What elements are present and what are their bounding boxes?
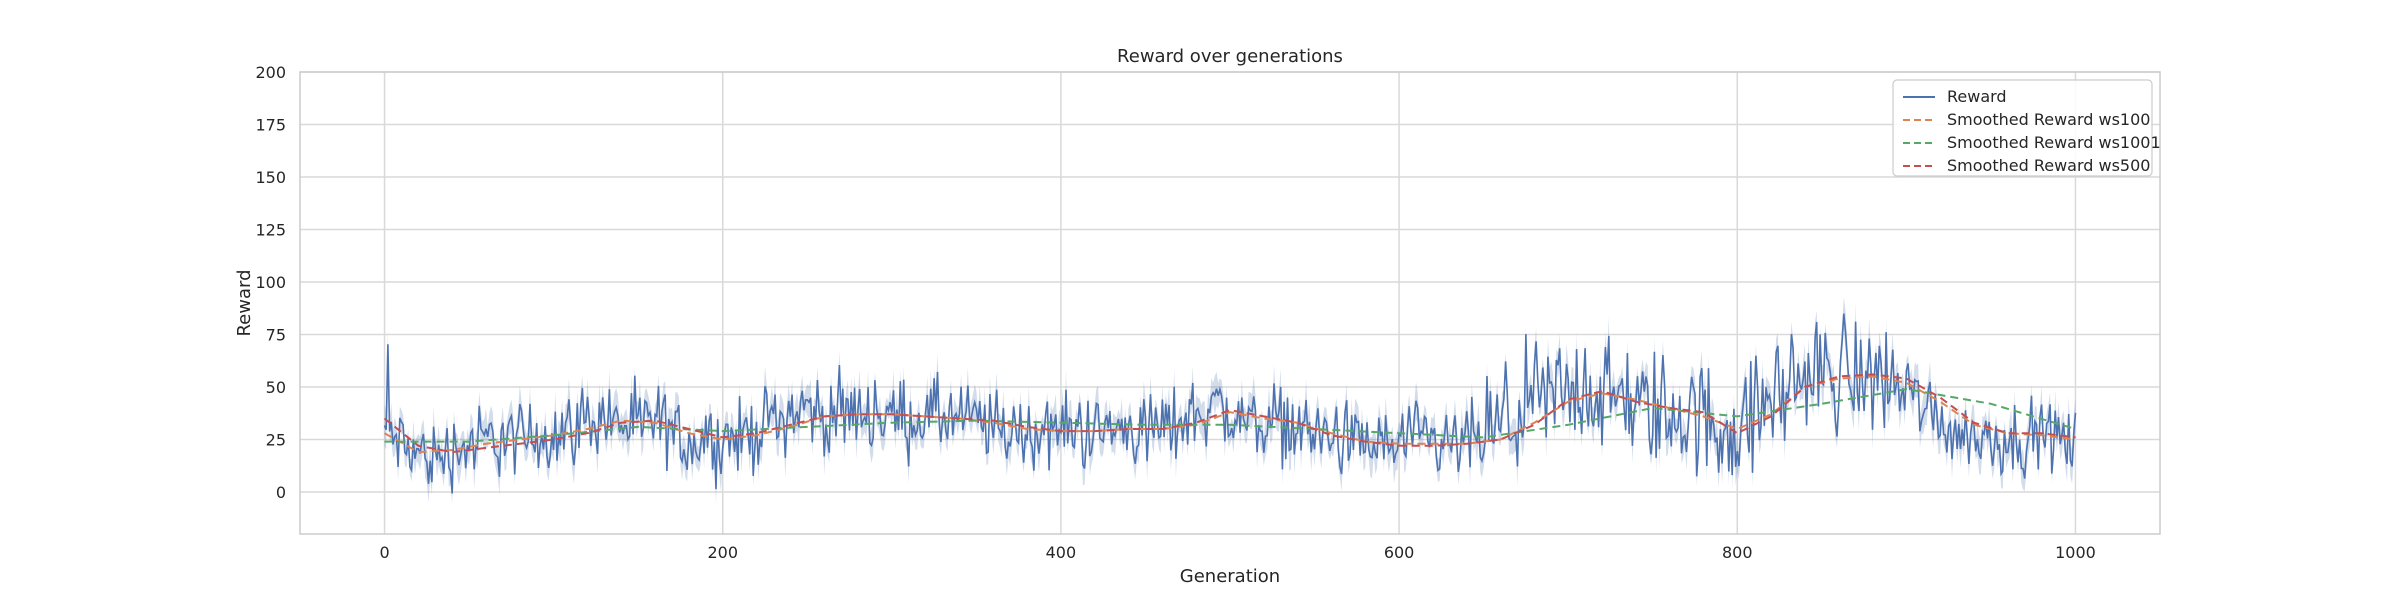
y-tick-label: 150 <box>255 168 286 187</box>
y-tick-label: 25 <box>266 431 286 450</box>
legend: Reward Smoothed Reward ws100 Smoothed Rewa… <box>1892 79 2161 177</box>
legend-entry-label: Reward <box>1947 87 2007 106</box>
y-axis-label: Reward <box>234 269 255 336</box>
legend-entry-label: Smoothed Reward ws1001 <box>1947 133 2161 152</box>
reward-confidence-band <box>384 297 2076 505</box>
reward-band-layer <box>384 297 2076 505</box>
y-tick-label: 75 <box>266 326 286 345</box>
x-tick-label: 200 <box>707 543 738 562</box>
series-layer <box>383 313 2077 494</box>
x-tick-label: 400 <box>1046 543 1077 562</box>
legend-entry-label: Smoothed Reward ws500 <box>1947 156 2150 175</box>
x-tick-label: 800 <box>1722 543 1753 562</box>
x-tick-label: 0 <box>379 543 389 562</box>
y-tick-label: 175 <box>255 116 286 135</box>
x-tick-label: 1000 <box>2055 543 2096 562</box>
y-tick-label: 0 <box>276 483 286 502</box>
x-axis-label: Generation <box>1180 566 1280 587</box>
chart-title: Reward over generations <box>1117 46 1343 67</box>
tick-label-layer: 0 200 400 600 800 1000 0 25 50 75 100 125 150 175 200 <box>255 63 2095 562</box>
legend-box <box>1892 79 2153 177</box>
y-tick-label: 100 <box>255 273 286 292</box>
x-tick-label: 600 <box>1384 543 1415 562</box>
series-line-reward <box>383 313 2077 494</box>
grid-layer <box>300 71 2160 534</box>
series-line-smoothed-1 <box>384 375 2076 454</box>
y-tick-label: 125 <box>255 221 286 240</box>
legend-entry-label: Smoothed Reward ws100 <box>1947 110 2150 129</box>
plot-frame <box>299 71 2161 535</box>
series-line-smoothed-2 <box>384 388 2076 443</box>
y-tick-label: 200 <box>255 63 286 82</box>
y-tick-label: 50 <box>266 378 286 397</box>
